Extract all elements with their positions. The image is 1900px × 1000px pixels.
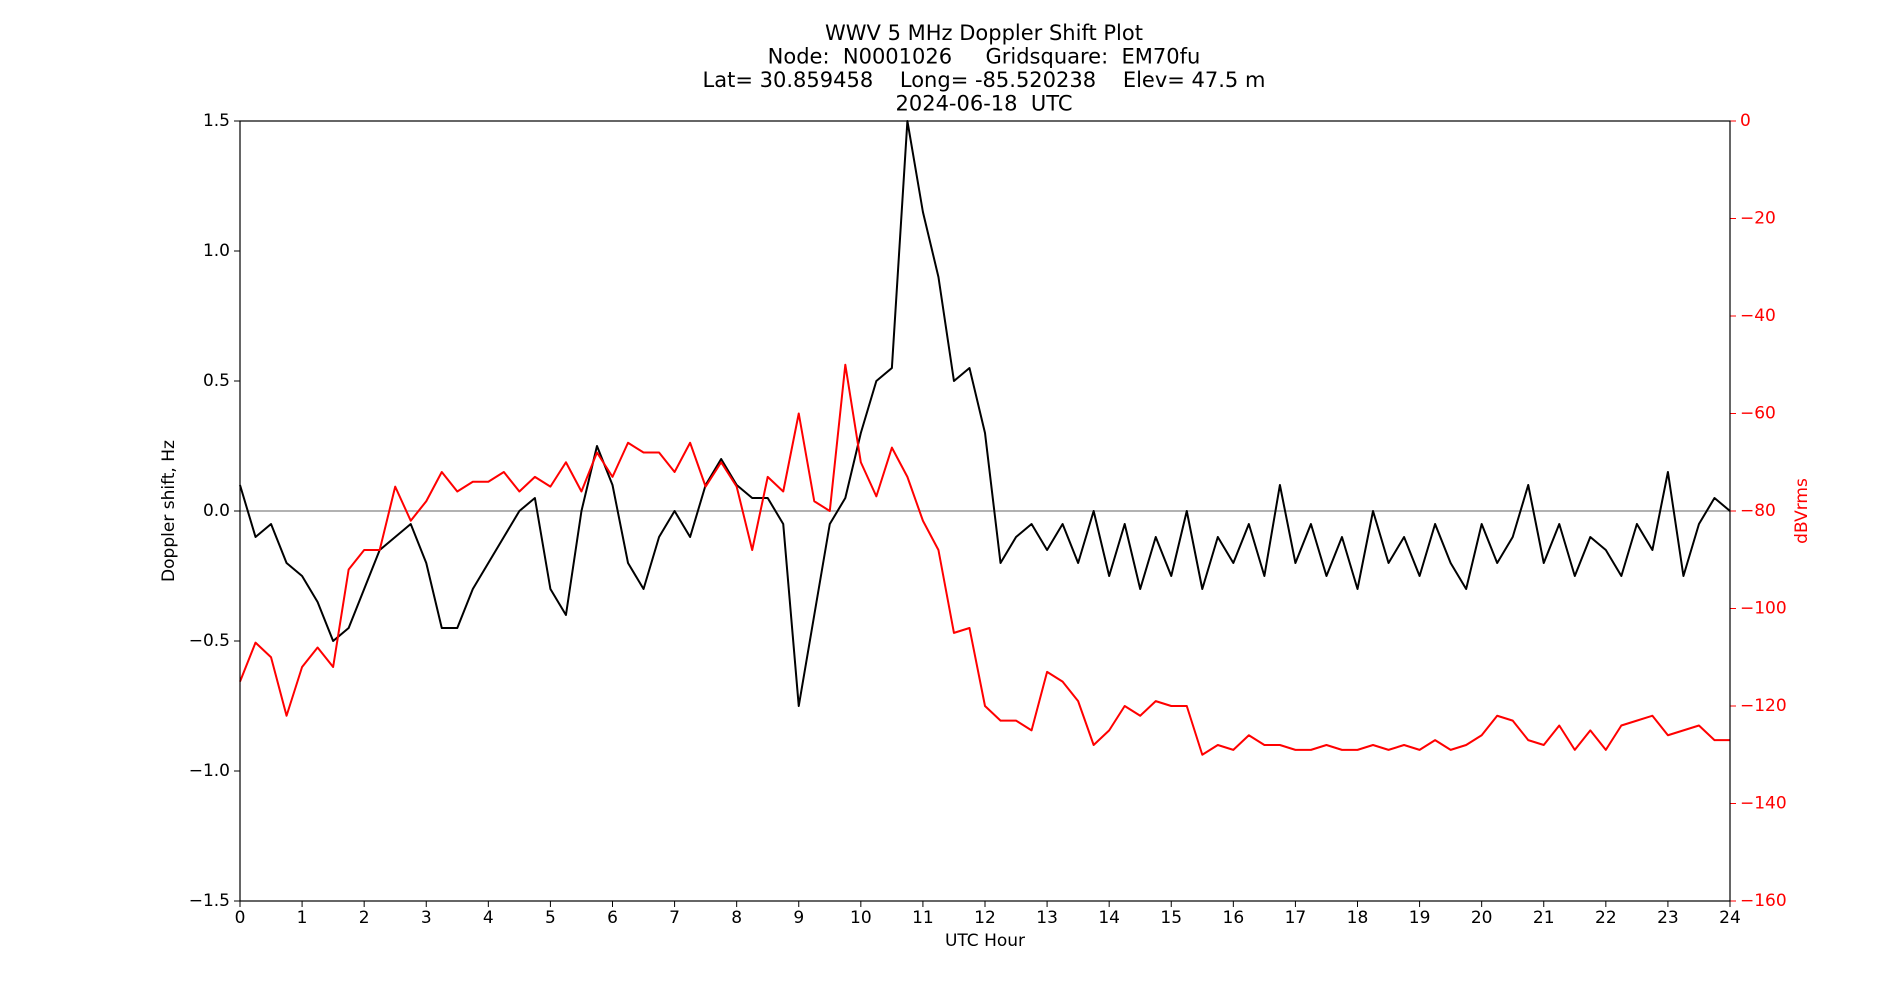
y-axis-label: Doppler shift, Hz [159,440,179,582]
x-tick-label: 7 [669,908,680,928]
chart-title: WWV 5 MHz Doppler Shift Plot [825,21,1143,45]
x-tick-label: 6 [607,908,618,928]
y-tick-label: −1.5 [189,891,230,911]
x-tick-label: 15 [1160,908,1182,928]
y-tick-label: 0.5 [203,371,230,391]
x-tick-label: 11 [912,908,934,928]
x-tick-label: 9 [793,908,804,928]
x-tick-label: 3 [421,908,432,928]
chart-title: Node: N0001026 Gridsquare: EM70fu [768,45,1201,69]
y2-tick-label: −40 [1740,306,1776,326]
x-tick-label: 1 [297,908,308,928]
x-tick-label: 18 [1347,908,1369,928]
y2-tick-label: −60 [1740,404,1776,424]
y2-tick-label: −80 [1740,501,1776,521]
x-tick-label: 19 [1409,908,1431,928]
x-tick-label: 24 [1719,908,1741,928]
x-tick-label: 5 [545,908,556,928]
x-tick-label: 21 [1533,908,1555,928]
y-tick-label: 1.0 [203,241,230,261]
series-line [239,363,1730,756]
y-tick-label: −0.5 [189,631,230,651]
x-tick-label: 8 [731,908,742,928]
x-tick-label: 16 [1223,908,1245,928]
y-tick-label: 1.5 [203,111,230,131]
y2-axis-label: dBVrms [1792,478,1812,544]
y-tick-label: 0.0 [203,501,230,521]
x-tick-label: 17 [1285,908,1307,928]
x-tick-label: 10 [850,908,872,928]
chart-title: Lat= 30.859458 Long= -85.520238 Elev= 47… [703,68,1266,92]
x-tick-label: 4 [483,908,494,928]
chart-title: 2024-06-18 UTC [895,92,1072,116]
y2-tick-label: −160 [1740,891,1787,911]
x-tick-label: 22 [1595,908,1617,928]
x-tick-label: 13 [1036,908,1058,928]
plot-frame [239,120,1731,902]
x-tick-label: 2 [359,908,370,928]
y2-tick-label: −140 [1740,794,1787,814]
y2-tick-label: −100 [1740,599,1787,619]
y2-tick-label: −120 [1740,696,1787,716]
x-tick-label: 14 [1098,908,1120,928]
y-tick-label: −1.0 [189,761,230,781]
y2-tick-label: 0 [1740,111,1751,131]
x-tick-label: 23 [1657,908,1679,928]
x-tick-label: 20 [1471,908,1493,928]
x-tick-label: 12 [974,908,996,928]
x-tick-label: 0 [235,908,246,928]
y2-tick-label: −20 [1740,209,1776,229]
x-axis-label: UTC Hour [945,931,1025,951]
series-line [239,120,1731,707]
